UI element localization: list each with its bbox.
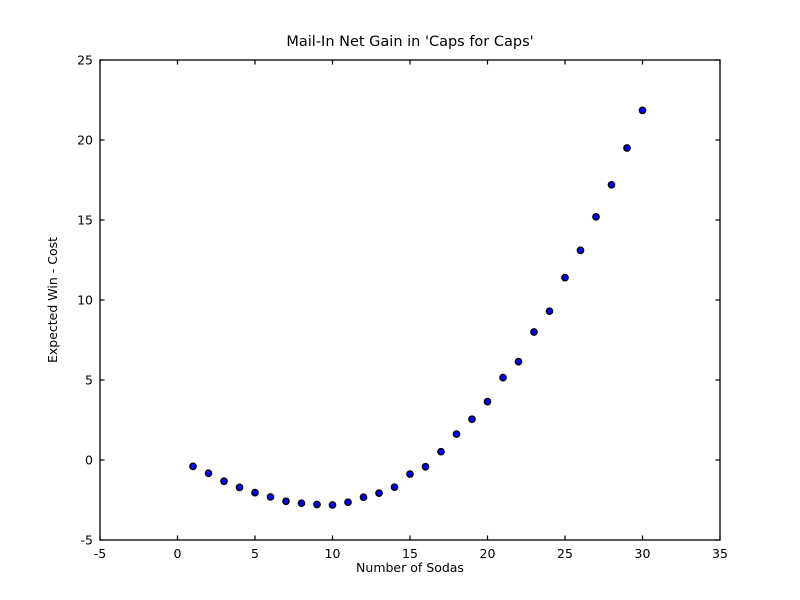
data-point xyxy=(266,493,275,501)
data-point xyxy=(607,180,616,189)
y-axis-label: Expected Win - Cost xyxy=(45,237,60,363)
data-point xyxy=(375,489,383,497)
x-tick-label: -5 xyxy=(94,546,106,561)
x-tick-label: 15 xyxy=(402,546,418,561)
y-tick-label: 15 xyxy=(77,213,93,228)
data-point xyxy=(623,144,631,152)
data-point xyxy=(189,462,197,471)
data-point xyxy=(220,477,228,486)
data-point xyxy=(452,430,461,438)
data-point xyxy=(421,462,430,471)
y-tick-label: 10 xyxy=(77,293,93,308)
x-tick-label: 0 xyxy=(174,546,182,561)
data-point xyxy=(344,498,352,507)
data-point xyxy=(483,397,492,406)
data-point xyxy=(359,493,368,502)
x-tick-label: 25 xyxy=(557,546,573,561)
plot-frame xyxy=(99,59,721,541)
y-tick-label: 20 xyxy=(77,133,93,148)
data-point xyxy=(297,499,306,508)
data-point xyxy=(468,415,476,424)
data-point xyxy=(530,328,538,336)
chart-title: Mail-In Net Gain in 'Caps for Caps' xyxy=(286,34,533,50)
data-point xyxy=(638,106,647,115)
y-tick-label: 0 xyxy=(85,453,93,468)
data-point xyxy=(437,447,445,456)
data-point xyxy=(328,501,337,509)
data-point xyxy=(545,307,554,316)
y-tick-label: 25 xyxy=(77,53,93,68)
plot-content: -5 0 5 10 15 20 25 30 35 -5 0 5 10 15 20 25 xyxy=(77,53,728,562)
data-point xyxy=(251,488,259,497)
data-point xyxy=(313,500,321,509)
y-tick-label: 5 xyxy=(85,373,93,388)
x-axis-label: Number of Sodas xyxy=(356,560,464,575)
data-point xyxy=(235,483,244,492)
y-tick-label: -5 xyxy=(81,533,93,548)
data-point xyxy=(204,469,213,478)
data-point xyxy=(576,246,585,255)
data-point xyxy=(282,497,290,506)
x-tick-label: 30 xyxy=(635,546,651,561)
x-tick-label: 35 xyxy=(712,546,728,561)
x-tick-label: 10 xyxy=(325,546,341,561)
data-point xyxy=(406,470,414,478)
data-point xyxy=(390,483,399,492)
x-tick-label: 20 xyxy=(480,546,496,561)
x-tick-label: 5 xyxy=(251,546,259,561)
data-point xyxy=(514,357,523,366)
data-point xyxy=(561,273,569,282)
data-point xyxy=(499,373,507,382)
data-point xyxy=(592,212,600,221)
